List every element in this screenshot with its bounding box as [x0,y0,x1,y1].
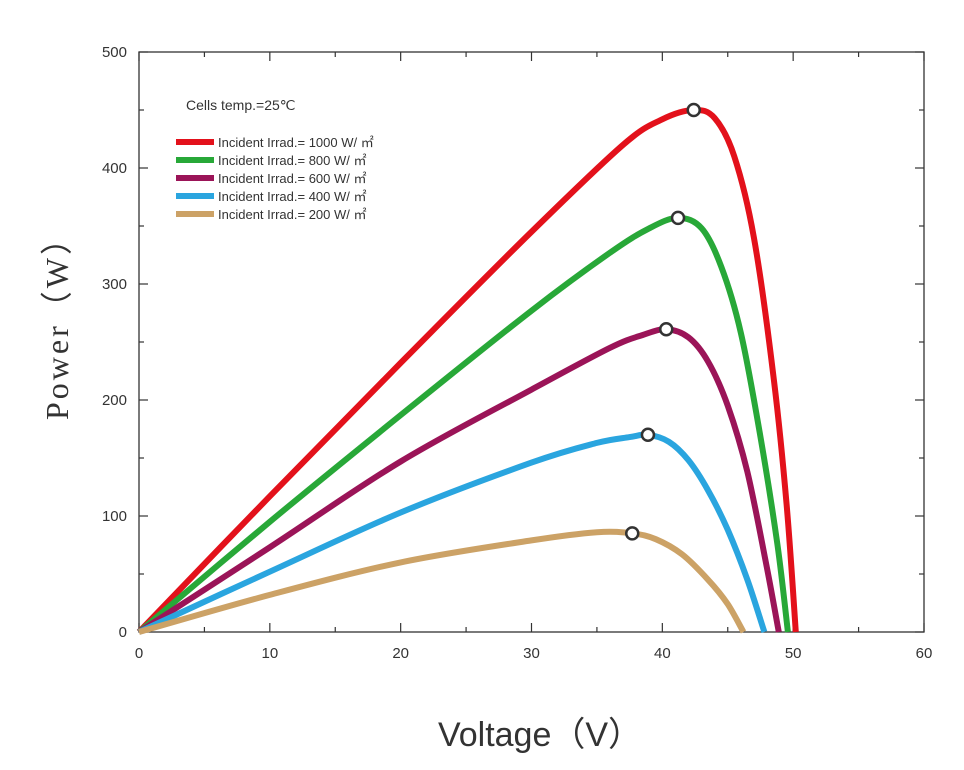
legend-label: Incident Irrad.= 200 W/ ㎡ [218,207,367,222]
x-tick-label: 50 [785,645,802,662]
cells-temp-annotation: Cells temp.=25℃ [186,97,296,113]
series-line [138,528,747,635]
x-tick-label: 60 [916,645,933,662]
legend-label: Incident Irrad.= 600 W/ ㎡ [218,171,367,186]
mpp-point [659,321,674,337]
y-axis-label: Power（W） [39,220,75,420]
series-line [137,431,768,635]
legend-label: Incident Irrad.= 800 W/ ㎡ [218,153,367,168]
x-tick-label: 40 [654,645,671,662]
y-tick-label: 500 [102,44,127,61]
mpp-point [686,102,701,118]
series-curves [136,106,799,635]
y-tick-label: 0 [119,624,127,641]
x-axis-label: Voltage（V） [438,716,642,754]
y-tick-label: 300 [102,276,127,293]
mpp-point [670,210,686,226]
mpp-markers [624,102,701,541]
series-line [136,106,799,635]
series-line [137,214,791,635]
y-tick-label: 400 [102,160,127,177]
mpp-point [624,526,640,541]
series-line [137,326,782,635]
legend-label: Incident Irrad.= 400 W/ ㎡ [218,189,367,204]
y-tick-label: 200 [102,392,127,409]
legend: Incident Irrad.= 1000 W/ ㎡ Incident Irrad… [176,135,374,222]
x-tick-label: 30 [523,645,540,662]
legend-label: Incident Irrad.= 1000 W/ ㎡ [218,135,374,150]
x-tick-label: 10 [261,645,278,662]
mpp-point [640,427,656,443]
x-tick-label: 0 [135,645,143,662]
axis-tick-labels: 0 10 20 30 40 50 60 0 100 200 300 400 500 [102,44,932,662]
axis-ticks [138,51,925,633]
x-tick-label: 20 [392,645,409,662]
y-tick-label: 100 [102,508,127,525]
